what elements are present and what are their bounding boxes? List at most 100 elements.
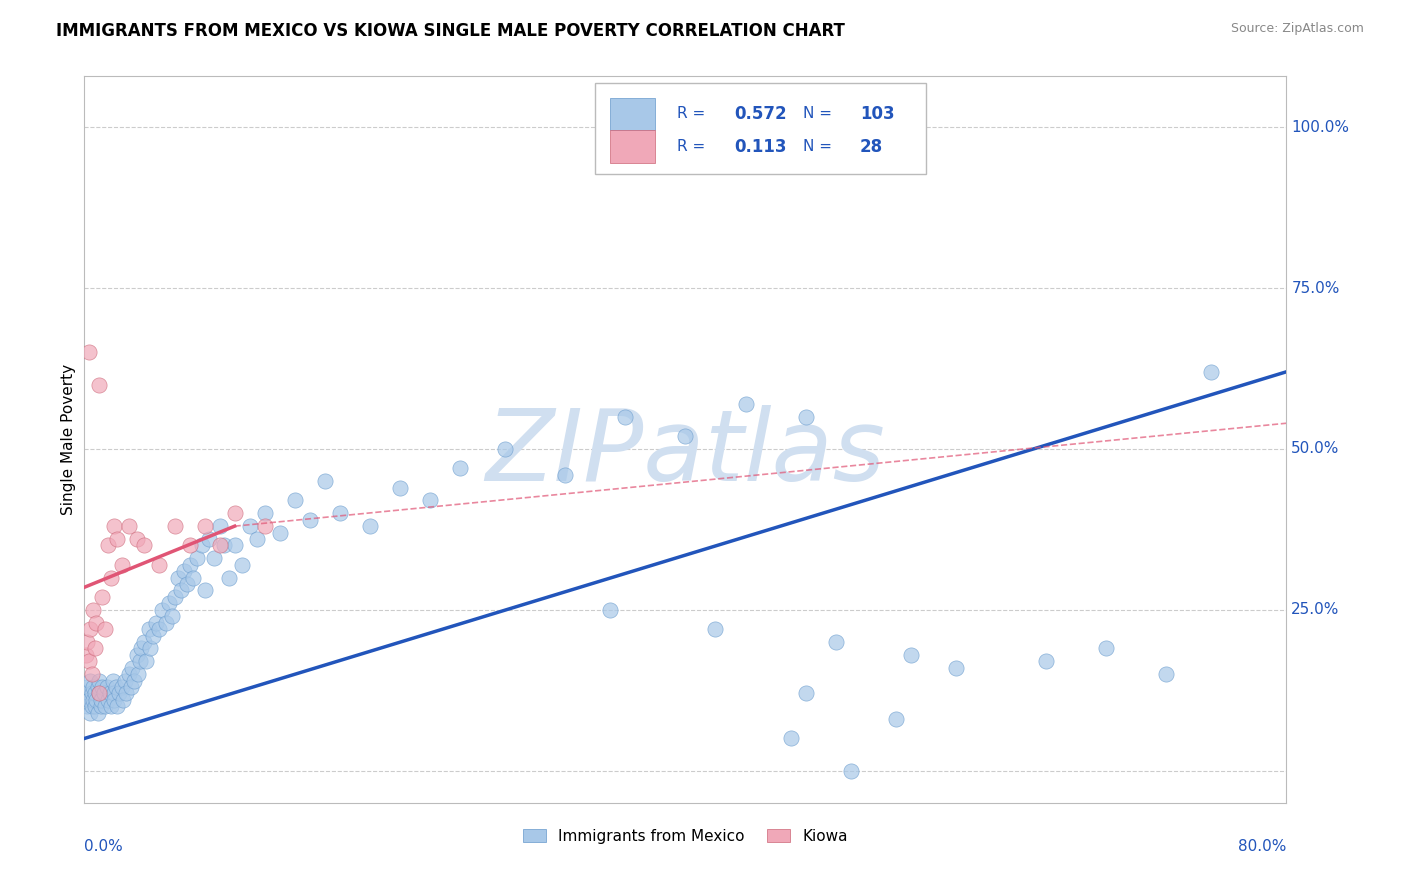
Point [135,654,157,668]
Point [186,551,208,566]
Point [83,699,105,714]
Text: 100.0%: 100.0% [1291,120,1350,135]
Point [614,409,637,424]
Point [125,532,148,546]
Point [112,693,135,707]
Point [224,539,246,553]
Point [89,686,111,700]
Point [675,429,697,443]
Point [218,571,240,585]
Point [97,539,120,553]
Text: 25.0%: 25.0% [1291,602,1340,617]
Point [900,648,922,662]
Point [163,590,186,604]
Point [599,603,621,617]
Point [97,693,120,707]
Point [83,641,105,656]
Point [82,603,104,617]
Point [90,699,112,714]
Point [152,603,174,617]
Point [118,519,141,533]
Point [122,673,145,688]
Point [794,686,817,700]
Text: Source: ZipAtlas.com: Source: ZipAtlas.com [1230,22,1364,36]
Point [824,635,846,649]
Text: 50.0%: 50.0% [1291,442,1340,457]
Point [79,673,101,688]
Point [284,493,307,508]
Point [157,596,180,610]
Point [202,551,225,566]
Y-axis label: Single Male Poverty: Single Male Poverty [60,364,76,515]
Point [89,673,111,688]
Point [1035,654,1057,668]
Point [103,686,125,700]
Point [155,615,177,630]
Point [208,519,231,533]
Point [100,699,122,714]
Point [419,493,441,508]
Point [794,409,817,424]
Point [77,654,100,668]
Text: 28: 28 [859,137,883,156]
Point [148,558,170,572]
Point [93,686,115,700]
Point [134,539,156,553]
Point [139,641,162,656]
Point [449,461,471,475]
Point [494,442,516,456]
Point [194,583,217,598]
Point [90,693,112,707]
Point [94,622,117,636]
Point [129,654,152,668]
Text: N =: N = [803,106,837,121]
Point [118,667,141,681]
Point [1201,365,1223,379]
Point [359,519,381,533]
Point [253,519,276,533]
Point [100,571,122,585]
Point [779,731,801,746]
Point [131,641,153,656]
Text: 80.0%: 80.0% [1239,839,1286,855]
Point [181,571,204,585]
Point [79,706,101,720]
Point [138,622,160,636]
Point [1095,641,1118,656]
Point [101,673,124,688]
Point [86,693,108,707]
Point [83,686,105,700]
Point [176,577,198,591]
Point [224,506,246,520]
Point [82,680,104,694]
Point [945,661,967,675]
Point [734,397,756,411]
Point [127,667,149,681]
Point [111,680,134,694]
Point [76,680,98,694]
Point [89,377,111,392]
Point [91,590,114,604]
Text: 0.0%: 0.0% [84,839,124,855]
Point [239,519,262,533]
Point [75,648,97,662]
Point [75,686,97,700]
Point [76,635,98,649]
Point [166,571,188,585]
Point [208,539,231,553]
Point [198,532,221,546]
Point [839,764,862,778]
Point [179,539,201,553]
Point [114,673,136,688]
Point [246,532,269,546]
Point [231,558,253,572]
Point [145,615,167,630]
Point [76,699,98,714]
Point [212,539,235,553]
Point [107,532,129,546]
Point [104,680,127,694]
Point [80,699,103,714]
Point [134,635,156,649]
Point [89,686,111,700]
Point [253,506,276,520]
